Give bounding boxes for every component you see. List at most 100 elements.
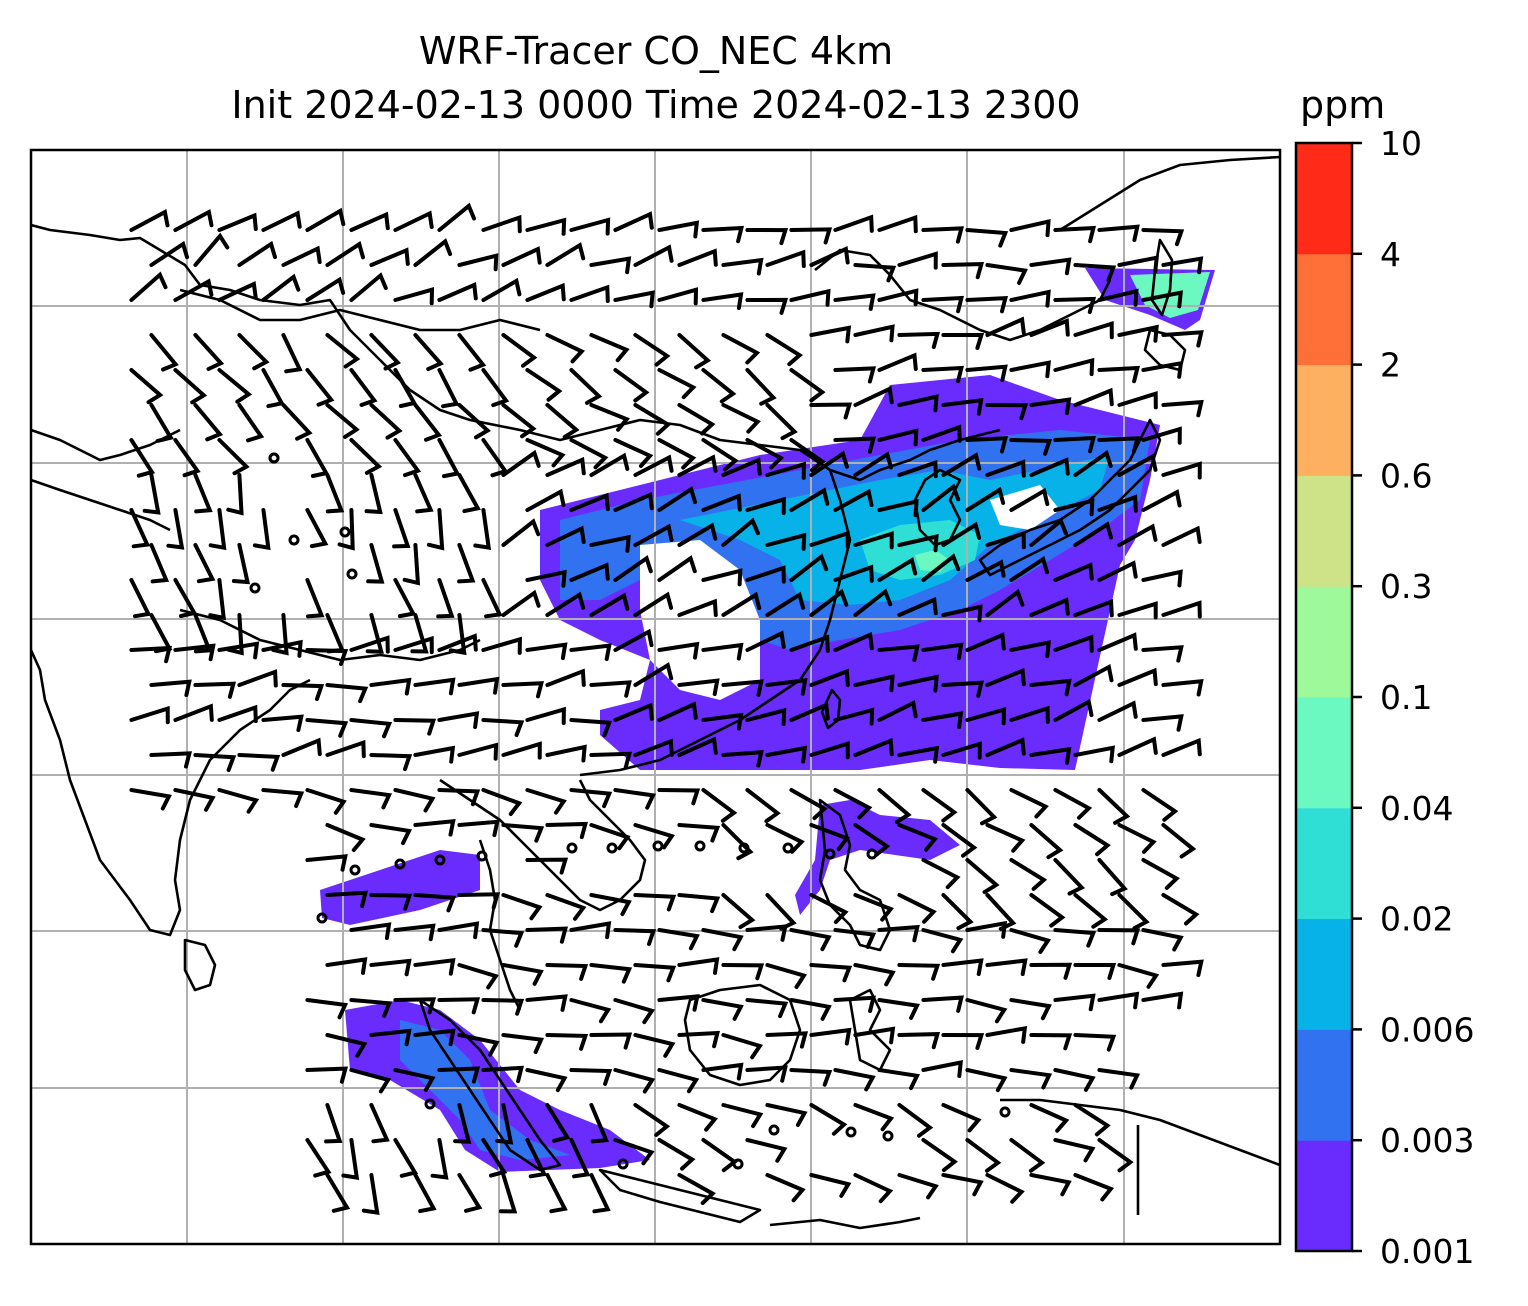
wind-barb: [633, 244, 674, 267]
wind-barb: [1117, 601, 1158, 620]
calm-wind-marker: [394, 858, 406, 870]
wind-barb: [501, 963, 544, 986]
wind-barb: [413, 1028, 456, 1047]
wind-barb: [897, 1103, 934, 1138]
wind-barb: [853, 963, 896, 987]
wind-barb: [325, 1173, 351, 1213]
wind-barb: [1073, 1103, 1111, 1137]
wind-barb: [721, 1103, 764, 1129]
wind-barb: [457, 1173, 483, 1213]
wind-barb: [789, 1068, 833, 1087]
calm-wind-marker: [694, 840, 706, 852]
wind-barb: [633, 403, 672, 436]
wind-barb: [457, 403, 491, 440]
wind-barb: [569, 217, 611, 236]
wind-barb: [1053, 1138, 1096, 1163]
calm-wind-marker: [349, 864, 361, 876]
wind-barb: [261, 788, 305, 808]
wind-barb: [589, 823, 631, 851]
wind-barb: [305, 854, 348, 872]
wind-barb: [1053, 357, 1095, 377]
wind-barb: [633, 1103, 671, 1137]
wind-barb: [1073, 387, 1114, 407]
wind-barb: [657, 368, 697, 400]
wind-barb: [1117, 324, 1159, 343]
wind-barb: [1161, 330, 1204, 348]
wind-barb: [525, 926, 569, 944]
wind-barb: [613, 1138, 655, 1166]
calm-wind-marker: [866, 848, 878, 860]
wind-barb: [1141, 928, 1184, 952]
wind-barb: [965, 788, 998, 826]
wind-barb: [765, 1031, 809, 1049]
wind-barb: [1161, 461, 1202, 480]
wind-barb: [305, 1138, 332, 1178]
wind-barb: [481, 636, 522, 655]
wind-barb: [809, 963, 853, 983]
wind-barb: [633, 333, 671, 367]
wind-barb: [305, 207, 346, 232]
wind-barb: [853, 324, 895, 343]
wind-barb: [525, 438, 566, 468]
wind-barb: [149, 679, 192, 697]
wind-barb: [877, 998, 920, 1020]
wind-barb: [369, 1103, 390, 1144]
wind-barb: [745, 228, 789, 246]
wind-barb: [745, 297, 789, 315]
wind-barb: [149, 543, 170, 584]
wind-barb: [965, 559, 1006, 582]
wind-barb: [426, 508, 445, 551]
wind-barb: [833, 995, 877, 1013]
wind-barb: [129, 645, 172, 664]
wind-barb: [853, 451, 893, 477]
wind-barb: [921, 1138, 958, 1173]
wind-barb: [545, 403, 580, 439]
wind-barb: [941, 680, 984, 698]
coast-mainland-east: [814, 248, 1112, 342]
wind-barb: [473, 508, 492, 550]
wind-barb: [1097, 1068, 1141, 1090]
wind-barb: [589, 680, 632, 698]
wind-barb: [1073, 598, 1114, 618]
wind-barb: [809, 668, 850, 687]
wind-barb: [437, 438, 461, 479]
wind-barb: [481, 438, 509, 478]
calm-wind-marker: [738, 842, 750, 854]
wind-barb: [613, 1068, 656, 1094]
wind-barb: [525, 282, 566, 302]
wind-barb: [569, 788, 613, 809]
wind-barb: [545, 1103, 571, 1143]
calm-wind-marker: [249, 582, 261, 594]
wind-barb: [217, 704, 258, 724]
wind-barb: [369, 753, 413, 772]
wind-barb: [217, 281, 258, 302]
wind-barb: [789, 368, 826, 403]
wind-barb: [853, 263, 897, 283]
wind-barb: [765, 1173, 806, 1203]
wind-barb: [453, 1103, 472, 1144]
wind-barb: [965, 486, 1006, 512]
wind-barb: [677, 957, 720, 975]
wind-barb: [369, 958, 412, 977]
wind-barb: [569, 1068, 613, 1086]
wind-barb: [305, 578, 325, 619]
wind-barb: [833, 707, 875, 726]
wind-barb: [457, 963, 499, 990]
wind-barb: [129, 209, 170, 232]
wind-barb: [853, 531, 894, 550]
wind-barb: [1073, 449, 1113, 477]
wind-barb: [921, 226, 965, 244]
wind-barb: [1117, 453, 1158, 477]
wind-barb: [193, 333, 225, 371]
wind-barb: [349, 998, 393, 1018]
coast-philippines: [818, 798, 892, 952]
wind-barb: [613, 368, 650, 403]
coast-java: [598, 1168, 762, 1224]
wind-barb: [965, 364, 1008, 382]
wind-barb: [985, 588, 1025, 617]
wind-barb: [369, 677, 412, 696]
wind-barb: [965, 1138, 1002, 1173]
plume-java-core: [400, 1020, 570, 1160]
wind-barb: [833, 928, 877, 949]
wind-barb: [193, 681, 237, 699]
